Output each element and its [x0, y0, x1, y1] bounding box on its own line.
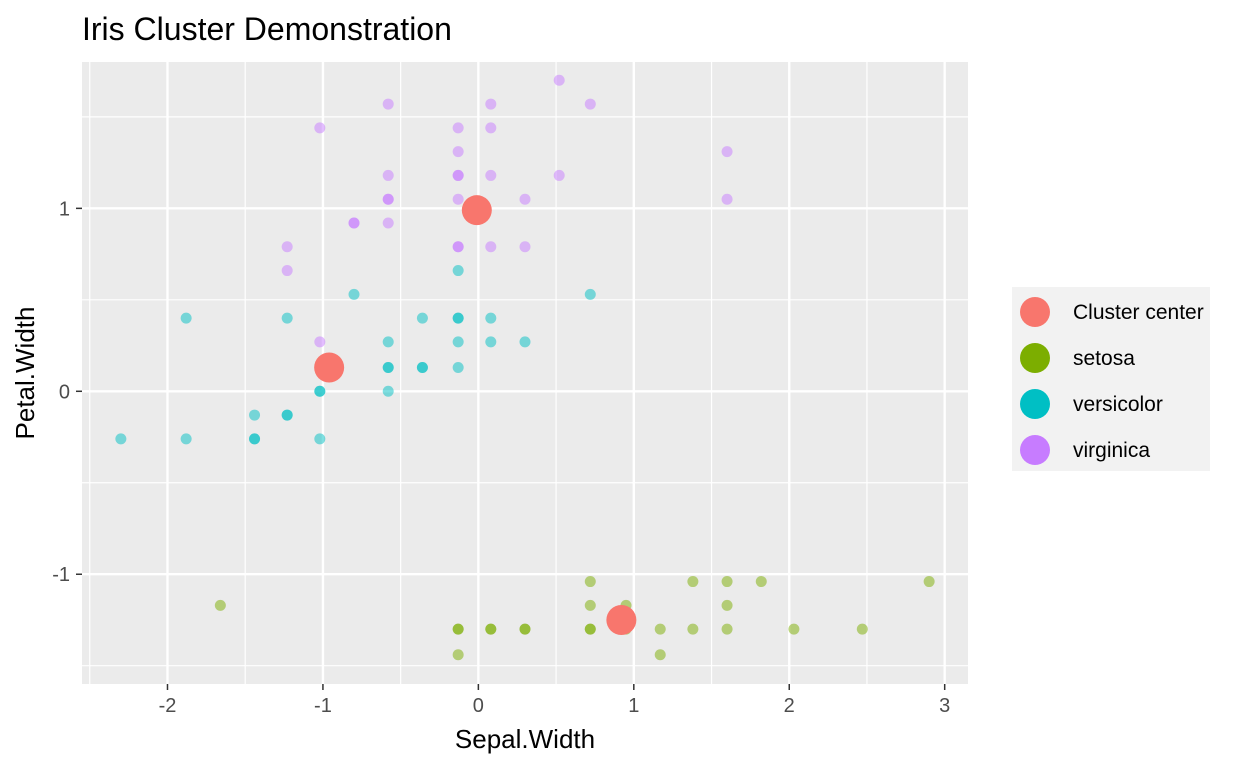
legend-label: virginica: [1073, 439, 1150, 462]
point-virginica: [553, 169, 565, 181]
point-versicolor: [416, 312, 428, 324]
point-versicolor: [452, 265, 464, 277]
point-virginica: [485, 169, 497, 181]
point-setosa: [788, 623, 800, 635]
point-virginica: [452, 122, 464, 134]
plot-panel: [82, 62, 968, 684]
point-virginica: [485, 98, 497, 110]
x-axis-title: Sepal.Width: [455, 724, 595, 754]
point-setosa: [654, 649, 666, 661]
point-virginica: [721, 146, 733, 158]
point-virginica: [721, 193, 733, 205]
x-tick-label: 3: [939, 695, 950, 717]
point-virginica: [519, 193, 531, 205]
point-versicolor: [281, 409, 293, 421]
point-versicolor: [348, 288, 360, 300]
point-virginica: [584, 98, 596, 110]
point-virginica: [452, 169, 464, 181]
point-versicolor: [382, 336, 394, 348]
point-virginica: [452, 146, 464, 158]
point-setosa: [214, 599, 226, 611]
point-virginica: [485, 241, 497, 253]
point-versicolor: [115, 433, 127, 445]
grid-major: [82, 62, 968, 684]
point-versicolor: [382, 362, 394, 374]
point-versicolor: [519, 336, 531, 348]
point-setosa: [923, 576, 935, 588]
y-tick-label: 1: [59, 198, 70, 220]
point-virginica: [348, 217, 360, 229]
point-setosa: [584, 599, 596, 611]
point-versicolor: [281, 312, 293, 324]
point-setosa: [856, 623, 868, 635]
point-setosa: [485, 623, 497, 635]
point-versicolor: [452, 312, 464, 324]
point-setosa: [654, 623, 666, 635]
x-tick-label: 0: [473, 695, 484, 717]
point-versicolor: [382, 385, 394, 397]
data-points: [115, 74, 935, 661]
point-setosa: [721, 623, 733, 635]
x-tick-label: -2: [159, 695, 177, 717]
point-versicolor: [249, 433, 261, 445]
point-setosa: [452, 623, 464, 635]
point-setosa: [584, 576, 596, 588]
cluster-center-point: [314, 352, 345, 383]
point-setosa: [721, 599, 733, 611]
x-tick-label: 1: [628, 695, 639, 717]
point-virginica: [553, 74, 565, 86]
legend-label: Cluster center: [1073, 301, 1204, 324]
point-virginica: [452, 193, 464, 205]
legend-key-setosa: [1020, 343, 1050, 373]
point-setosa: [687, 623, 699, 635]
legend-key-cluster-center: [1020, 297, 1050, 327]
x-tick-label: -1: [314, 695, 332, 717]
point-versicolor: [584, 288, 596, 300]
point-setosa: [584, 623, 596, 635]
point-versicolor: [485, 312, 497, 324]
point-virginica: [382, 169, 394, 181]
point-versicolor: [314, 385, 326, 397]
point-virginica: [281, 265, 293, 277]
point-versicolor: [314, 433, 326, 445]
chart-title: Iris Cluster Demonstration: [82, 11, 452, 47]
point-versicolor: [180, 433, 192, 445]
point-versicolor: [416, 362, 428, 374]
point-versicolor: [485, 336, 497, 348]
point-setosa: [687, 576, 699, 588]
point-virginica: [314, 336, 326, 348]
cluster-center-point: [461, 195, 492, 226]
point-setosa: [452, 649, 464, 661]
legend: Cluster center setosa versicolor virginica: [1012, 287, 1210, 471]
point-virginica: [314, 122, 326, 134]
point-virginica: [382, 217, 394, 229]
point-versicolor: [452, 336, 464, 348]
cluster-center-point: [606, 604, 637, 635]
legend-label: versicolor: [1073, 393, 1163, 416]
point-virginica: [281, 241, 293, 253]
y-tick-label: -1: [52, 564, 70, 586]
point-virginica: [485, 122, 497, 134]
point-setosa: [755, 576, 767, 588]
point-setosa: [519, 623, 531, 635]
legend-key-versicolor: [1020, 389, 1050, 419]
point-virginica: [382, 193, 394, 205]
point-virginica: [452, 241, 464, 253]
point-virginica: [382, 98, 394, 110]
point-versicolor: [452, 362, 464, 374]
legend-label: setosa: [1073, 347, 1135, 370]
legend-key-virginica: [1020, 435, 1050, 465]
point-setosa: [721, 576, 733, 588]
y-tick-label: 0: [59, 381, 70, 403]
point-virginica: [519, 241, 531, 253]
x-tick-label: 2: [784, 695, 795, 717]
grid-minor: [82, 62, 968, 684]
point-versicolor: [180, 312, 192, 324]
point-versicolor: [249, 409, 261, 421]
axes: -2 -1 0 1 2 3 -1 0 1: [52, 198, 950, 717]
y-axis-title: Petal.Width: [10, 307, 40, 440]
